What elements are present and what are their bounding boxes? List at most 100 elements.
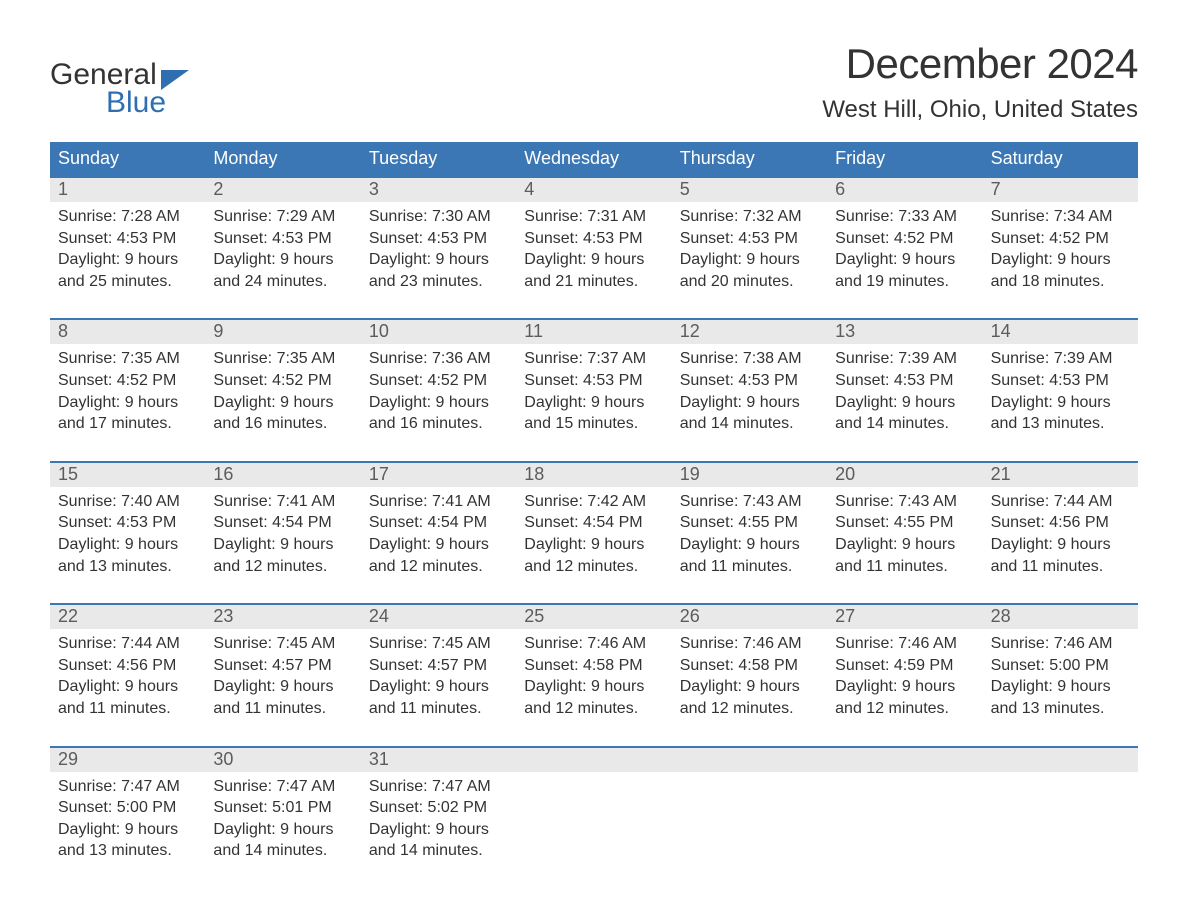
day-number: 27 <box>827 605 982 629</box>
day-daylight: and 12 minutes. <box>835 698 974 720</box>
daynum-row: 1234567 <box>50 178 1138 202</box>
day-daylight: Daylight: 9 hours <box>369 249 508 271</box>
day-number <box>827 748 982 772</box>
day-daylight: Daylight: 9 hours <box>524 534 663 556</box>
day-sunset: Sunset: 4:52 PM <box>58 370 197 392</box>
day-number: 7 <box>983 178 1138 202</box>
day-daylight: and 14 minutes. <box>369 840 508 862</box>
day-sunset: Sunset: 5:01 PM <box>213 797 352 819</box>
day-daylight: Daylight: 9 hours <box>213 819 352 841</box>
day-number: 23 <box>205 605 360 629</box>
day-sunrise: Sunrise: 7:44 AM <box>991 491 1130 513</box>
day-number: 16 <box>205 463 360 487</box>
day-daylight: and 11 minutes. <box>680 556 819 578</box>
day-sunrise: Sunrise: 7:44 AM <box>58 633 197 655</box>
day-daylight: and 13 minutes. <box>58 840 197 862</box>
day-sunrise: Sunrise: 7:41 AM <box>369 491 508 513</box>
day-cell: Sunrise: 7:28 AMSunset: 4:53 PMDaylight:… <box>50 202 205 300</box>
dayname-row: Sunday Monday Tuesday Wednesday Thursday… <box>50 142 1138 176</box>
day-daylight: Daylight: 9 hours <box>58 392 197 414</box>
dayname-thursday: Thursday <box>672 142 827 176</box>
day-daylight: Daylight: 9 hours <box>58 676 197 698</box>
dayname-tuesday: Tuesday <box>361 142 516 176</box>
title-block: December 2024 West Hill, Ohio, United St… <box>822 40 1138 136</box>
day-cell: Sunrise: 7:47 AMSunset: 5:00 PMDaylight:… <box>50 772 205 870</box>
day-sunset: Sunset: 4:52 PM <box>991 228 1130 250</box>
day-sunrise: Sunrise: 7:40 AM <box>58 491 197 513</box>
day-sunset: Sunset: 4:53 PM <box>835 370 974 392</box>
day-cell: Sunrise: 7:43 AMSunset: 4:55 PMDaylight:… <box>827 487 982 585</box>
day-daylight: and 11 minutes. <box>991 556 1130 578</box>
day-sunrise: Sunrise: 7:45 AM <box>369 633 508 655</box>
day-number: 28 <box>983 605 1138 629</box>
day-sunset: Sunset: 4:57 PM <box>369 655 508 677</box>
day-number: 11 <box>516 320 671 344</box>
day-cell: Sunrise: 7:44 AMSunset: 4:56 PMDaylight:… <box>50 629 205 727</box>
day-daylight: and 12 minutes. <box>524 556 663 578</box>
day-sunset: Sunset: 4:52 PM <box>369 370 508 392</box>
day-cell: Sunrise: 7:47 AMSunset: 5:01 PMDaylight:… <box>205 772 360 870</box>
day-sunset: Sunset: 4:53 PM <box>680 228 819 250</box>
day-daylight: and 11 minutes. <box>369 698 508 720</box>
day-daylight: and 11 minutes. <box>835 556 974 578</box>
day-daylight: Daylight: 9 hours <box>524 676 663 698</box>
day-number: 24 <box>361 605 516 629</box>
day-daylight: Daylight: 9 hours <box>680 534 819 556</box>
day-sunset: Sunset: 4:52 PM <box>835 228 974 250</box>
day-sunset: Sunset: 4:56 PM <box>991 512 1130 534</box>
day-daylight: Daylight: 9 hours <box>58 819 197 841</box>
day-number <box>672 748 827 772</box>
day-number: 19 <box>672 463 827 487</box>
day-daylight: and 11 minutes. <box>213 698 352 720</box>
day-daylight: and 21 minutes. <box>524 271 663 293</box>
day-daylight: Daylight: 9 hours <box>213 249 352 271</box>
day-cell: Sunrise: 7:29 AMSunset: 4:53 PMDaylight:… <box>205 202 360 300</box>
day-cell: Sunrise: 7:30 AMSunset: 4:53 PMDaylight:… <box>361 202 516 300</box>
day-cell <box>516 772 671 870</box>
day-cell: Sunrise: 7:40 AMSunset: 4:53 PMDaylight:… <box>50 487 205 585</box>
day-sunrise: Sunrise: 7:39 AM <box>835 348 974 370</box>
day-daylight: Daylight: 9 hours <box>369 534 508 556</box>
day-number: 20 <box>827 463 982 487</box>
day-daylight: and 13 minutes. <box>991 413 1130 435</box>
day-sunrise: Sunrise: 7:28 AM <box>58 206 197 228</box>
day-cell: Sunrise: 7:45 AMSunset: 4:57 PMDaylight:… <box>205 629 360 727</box>
daynum-row: 891011121314 <box>50 320 1138 344</box>
day-daylight: Daylight: 9 hours <box>213 392 352 414</box>
day-cell: Sunrise: 7:43 AMSunset: 4:55 PMDaylight:… <box>672 487 827 585</box>
day-sunrise: Sunrise: 7:32 AM <box>680 206 819 228</box>
day-daylight: Daylight: 9 hours <box>213 534 352 556</box>
day-sunset: Sunset: 4:53 PM <box>213 228 352 250</box>
day-sunset: Sunset: 4:58 PM <box>680 655 819 677</box>
day-cell: Sunrise: 7:39 AMSunset: 4:53 PMDaylight:… <box>983 344 1138 442</box>
day-number: 10 <box>361 320 516 344</box>
day-daylight: Daylight: 9 hours <box>680 392 819 414</box>
day-sunset: Sunset: 5:00 PM <box>991 655 1130 677</box>
day-sunset: Sunset: 4:57 PM <box>213 655 352 677</box>
daynum-row: 22232425262728 <box>50 605 1138 629</box>
day-daylight: Daylight: 9 hours <box>835 392 974 414</box>
day-sunrise: Sunrise: 7:46 AM <box>524 633 663 655</box>
day-daylight: and 15 minutes. <box>524 413 663 435</box>
day-daylight: and 12 minutes. <box>680 698 819 720</box>
day-cell: Sunrise: 7:46 AMSunset: 4:58 PMDaylight:… <box>672 629 827 727</box>
day-number <box>516 748 671 772</box>
day-sunrise: Sunrise: 7:45 AM <box>213 633 352 655</box>
week-row: 15161718192021Sunrise: 7:40 AMSunset: 4:… <box>50 461 1138 585</box>
day-cell <box>672 772 827 870</box>
day-sunrise: Sunrise: 7:46 AM <box>680 633 819 655</box>
logo-line2: Blue <box>106 88 189 118</box>
day-cell: Sunrise: 7:38 AMSunset: 4:53 PMDaylight:… <box>672 344 827 442</box>
day-daylight: and 12 minutes. <box>213 556 352 578</box>
day-cell: Sunrise: 7:46 AMSunset: 4:58 PMDaylight:… <box>516 629 671 727</box>
day-sunrise: Sunrise: 7:47 AM <box>213 776 352 798</box>
day-number: 3 <box>361 178 516 202</box>
day-daylight: and 14 minutes. <box>680 413 819 435</box>
day-sunrise: Sunrise: 7:42 AM <box>524 491 663 513</box>
day-cell: Sunrise: 7:46 AMSunset: 4:59 PMDaylight:… <box>827 629 982 727</box>
day-number: 21 <box>983 463 1138 487</box>
day-cell: Sunrise: 7:46 AMSunset: 5:00 PMDaylight:… <box>983 629 1138 727</box>
day-sunrise: Sunrise: 7:30 AM <box>369 206 508 228</box>
day-daylight: Daylight: 9 hours <box>991 534 1130 556</box>
day-cell: Sunrise: 7:45 AMSunset: 4:57 PMDaylight:… <box>361 629 516 727</box>
